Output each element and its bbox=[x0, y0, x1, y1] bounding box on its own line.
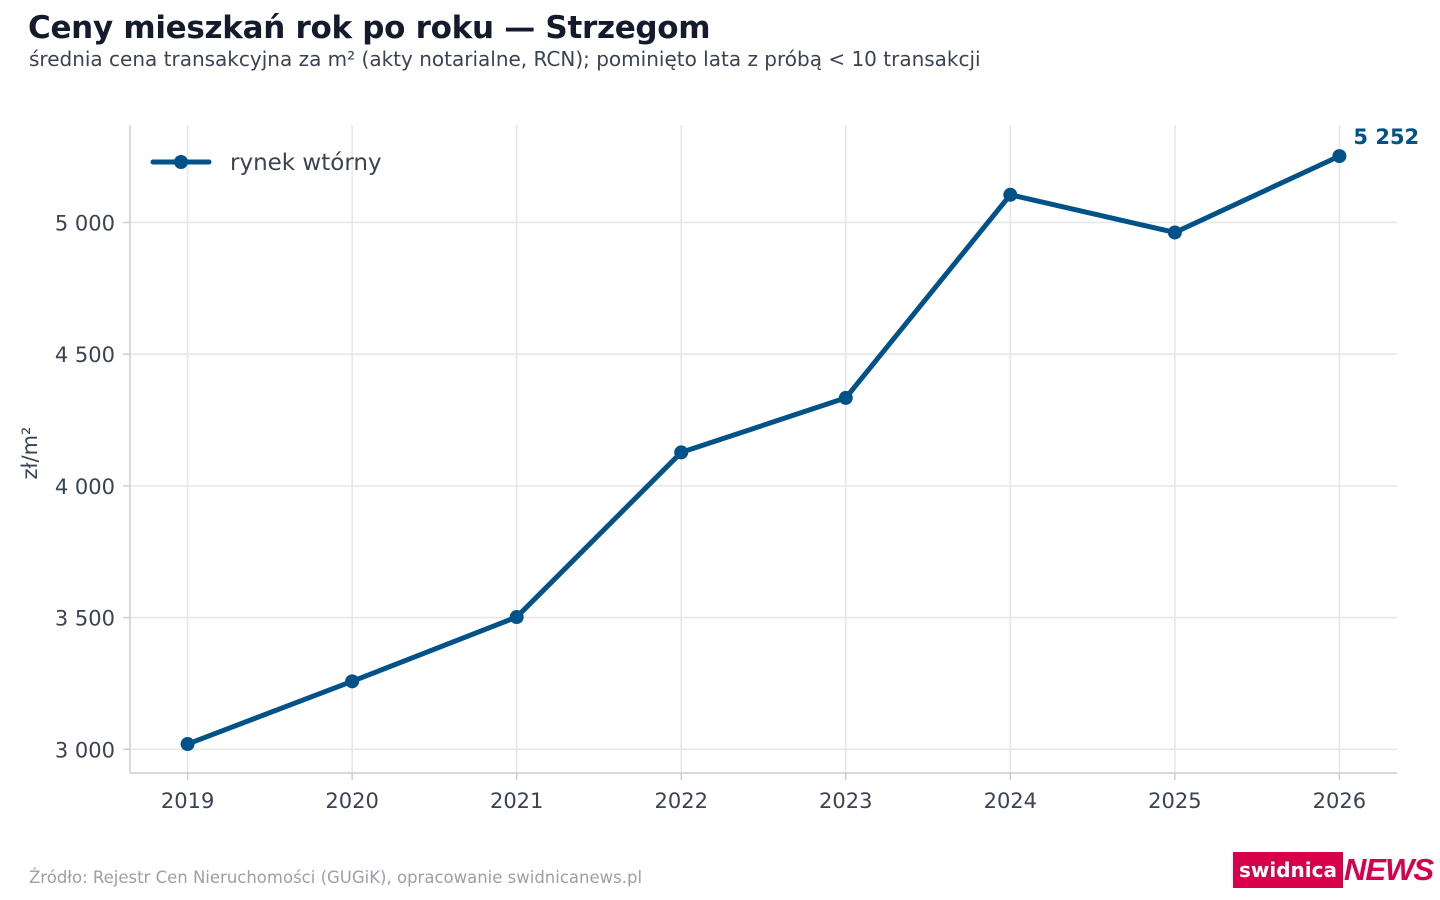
series-layer bbox=[180, 149, 1347, 752]
data-point bbox=[1167, 225, 1182, 240]
x-tick-label: 2020 bbox=[325, 789, 378, 813]
x-tick-label: 2024 bbox=[984, 789, 1037, 813]
x-tick-label: 2021 bbox=[490, 789, 543, 813]
legend-label: rynek wtórny bbox=[230, 150, 382, 176]
x-tick-label: 2025 bbox=[1148, 789, 1201, 813]
y-tick-label: 3 000 bbox=[55, 738, 115, 762]
chart-title: Ceny mieszkań rok po roku — Strzegom bbox=[28, 10, 711, 46]
data-point bbox=[1332, 149, 1347, 164]
x-tick-label: 2019 bbox=[161, 789, 214, 813]
logo-text-primary: swidnica bbox=[1233, 852, 1343, 888]
y-tick-label: 4 500 bbox=[55, 343, 115, 367]
x-tick-label: 2023 bbox=[819, 789, 872, 813]
chart-subtitle: średnia cena transakcyjna za m² (akty no… bbox=[29, 47, 981, 71]
data-label: 5 252 bbox=[1353, 125, 1419, 149]
y-tick-label: 4 000 bbox=[55, 475, 115, 499]
y-tick-label: 5 000 bbox=[55, 211, 115, 235]
axes bbox=[123, 125, 1397, 780]
data-point bbox=[509, 610, 524, 625]
y-axis-label: zł/m² bbox=[18, 427, 42, 480]
data-point bbox=[838, 390, 853, 405]
data-point bbox=[345, 674, 360, 689]
x-tick-label: 2022 bbox=[655, 789, 708, 813]
legend-marker bbox=[174, 155, 188, 169]
grid bbox=[130, 125, 1397, 773]
legend: rynek wtórny bbox=[150, 150, 382, 176]
logo-text-secondary: NEWS bbox=[1344, 852, 1434, 887]
data-point bbox=[674, 445, 689, 460]
series-line bbox=[185, 153, 1342, 747]
data-point bbox=[1003, 187, 1018, 202]
source-note: Źródło: Rejestr Cen Nieruchomości (GUGiK… bbox=[29, 868, 643, 887]
tick-labels: 2019 2020 2021 2022 2023 2024 2025 2026 3 000 3 5… bbox=[18, 125, 1419, 813]
x-tick-label: 2026 bbox=[1313, 789, 1366, 813]
brand-logo[interactable]: swidnica NEWS bbox=[1233, 852, 1434, 888]
data-point bbox=[180, 737, 195, 752]
y-tick-label: 3 500 bbox=[55, 607, 115, 631]
